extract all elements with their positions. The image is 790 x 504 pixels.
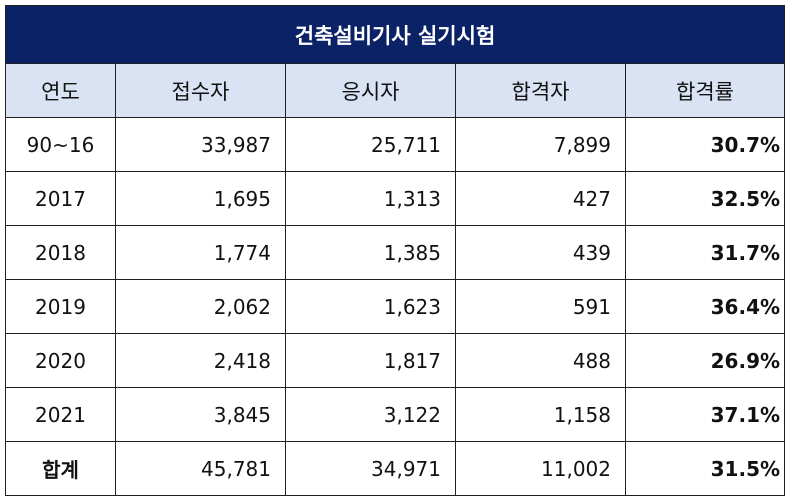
pass-rate-cell: 26.9% <box>624 333 786 388</box>
examinees-cell: 3,122 <box>285 387 456 442</box>
pass-rate-cell: 37.1% <box>624 387 786 442</box>
total-passers-cell: 11,002 <box>455 441 626 496</box>
passers-cell: 488 <box>455 333 626 388</box>
table-row: 2018 1,774 1,385 439 31.7% <box>5 225 786 280</box>
column-header-pass-rate: 합격률 <box>624 63 786 118</box>
examinees-cell: 1,623 <box>285 279 456 334</box>
table-title: 건축설비기사 실기시험 <box>4 5 786 64</box>
passers-cell: 439 <box>455 225 626 280</box>
pass-rate-cell: 36.4% <box>624 279 786 334</box>
applicants-cell: 1,695 <box>115 171 286 226</box>
table-row: 2021 3,845 3,122 1,158 37.1% <box>5 387 786 442</box>
applicants-cell: 2,062 <box>115 279 286 334</box>
column-header-examinees: 응시자 <box>285 63 456 118</box>
title-row: 건축설비기사 실기시험 <box>4 5 786 64</box>
total-label-cell: 합계 <box>5 441 116 496</box>
column-header-applicants: 접수자 <box>115 63 286 118</box>
header-row: 연도 접수자 응시자 합격자 합격률 <box>5 63 786 118</box>
table-row: 2020 2,418 1,817 488 26.9% <box>5 333 786 388</box>
examinees-cell: 1,385 <box>285 225 456 280</box>
total-examinees-cell: 34,971 <box>285 441 456 496</box>
examinees-cell: 1,313 <box>285 171 456 226</box>
examinees-cell: 1,817 <box>285 333 456 388</box>
column-header-passers: 합격자 <box>455 63 626 118</box>
table-row: 2019 2,062 1,623 591 36.4% <box>5 279 786 334</box>
total-applicants-cell: 45,781 <box>115 441 286 496</box>
table-row: 90~16 33,987 25,711 7,899 30.7% <box>5 117 786 172</box>
year-cell: 90~16 <box>5 117 116 172</box>
total-pass-rate-cell: 31.5% <box>624 441 786 496</box>
applicants-cell: 3,845 <box>115 387 286 442</box>
pass-rate-cell: 30.7% <box>624 117 786 172</box>
year-cell: 2017 <box>5 171 116 226</box>
passers-cell: 591 <box>455 279 626 334</box>
passers-cell: 7,899 <box>455 117 626 172</box>
year-cell: 2018 <box>5 225 116 280</box>
table-row: 2017 1,695 1,313 427 32.5% <box>5 171 786 226</box>
applicants-cell: 2,418 <box>115 333 286 388</box>
exam-stats-table-container: 건축설비기사 실기시험 연도 접수자 응시자 합격자 합격률 90~16 33,… <box>4 5 786 496</box>
applicants-cell: 1,774 <box>115 225 286 280</box>
total-row: 합계 45,781 34,971 11,002 31.5% <box>5 441 786 496</box>
year-cell: 2021 <box>5 387 116 442</box>
year-cell: 2019 <box>5 279 116 334</box>
passers-cell: 1,158 <box>455 387 626 442</box>
exam-stats-table: 건축설비기사 실기시험 연도 접수자 응시자 합격자 합격률 90~16 33,… <box>4 5 786 496</box>
applicants-cell: 33,987 <box>115 117 286 172</box>
pass-rate-cell: 31.7% <box>624 225 786 280</box>
column-header-year: 연도 <box>5 63 116 118</box>
pass-rate-cell: 32.5% <box>624 171 786 226</box>
year-cell: 2020 <box>5 333 116 388</box>
examinees-cell: 25,711 <box>285 117 456 172</box>
passers-cell: 427 <box>455 171 626 226</box>
